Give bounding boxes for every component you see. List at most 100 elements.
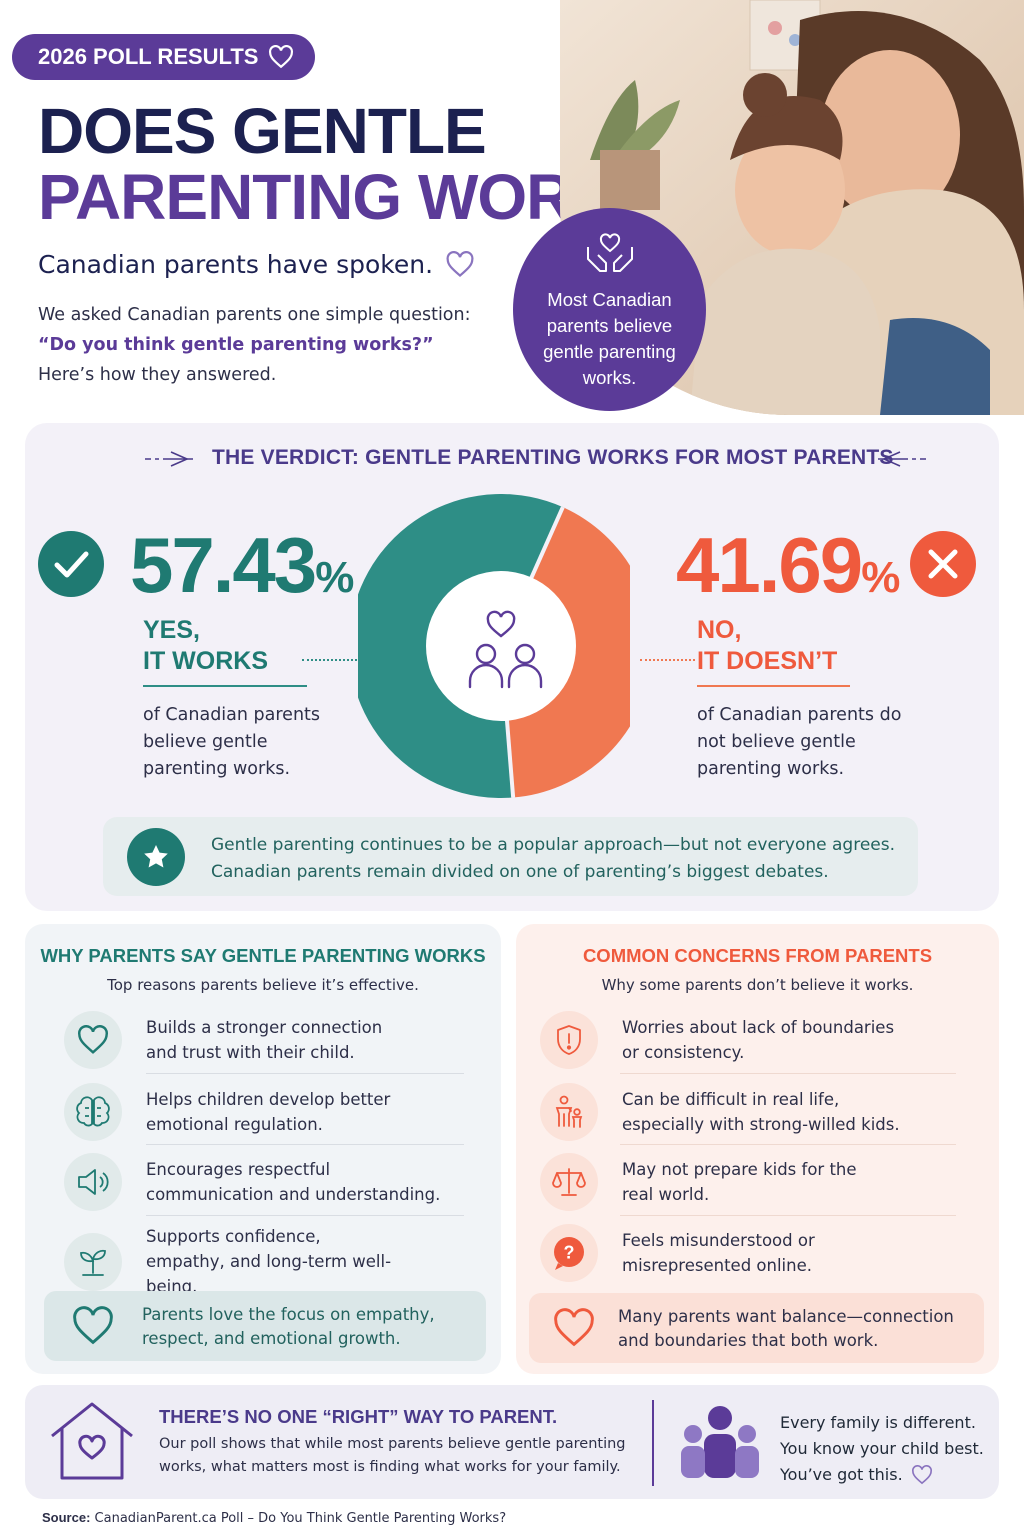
source-line: Source: CanadianParent.ca Poll – Do You …	[42, 1510, 506, 1526]
yes-percent-sign: %	[315, 553, 355, 602]
closing-panel	[25, 1385, 999, 1499]
page-title-line2: PARENTING WORK?	[38, 161, 656, 233]
badge-label: 2026 POLL RESULTS	[38, 44, 259, 69]
no-percent-sign: %	[861, 553, 901, 602]
heart-outline-icon	[446, 251, 474, 278]
no-divider	[697, 685, 850, 687]
divider	[146, 1215, 464, 1216]
shield-alert-icon	[540, 1011, 598, 1069]
donut-center	[426, 571, 576, 721]
svg-text:?: ?	[564, 1243, 575, 1263]
tagline: Canadian parents have spoken.	[38, 250, 475, 279]
family-heart-icon	[468, 610, 543, 689]
parent-child-icon	[540, 1083, 598, 1141]
poll-results-badge: 2026 POLL RESULTS	[12, 34, 315, 80]
arrow-lines-left-icon	[145, 451, 193, 467]
check-icon	[38, 531, 104, 597]
no-connector	[640, 659, 695, 661]
concern-item-text: Can be difficult in real life, especiall…	[622, 1090, 900, 1134]
arrow-lines-right-icon	[878, 451, 926, 467]
yes-connector	[302, 659, 357, 661]
concern-item-text: Worries about lack of boundaries or cons…	[622, 1018, 895, 1062]
concern-item-text: Feels misunderstood or misrepresented on…	[622, 1231, 815, 1275]
concern-item: Worries about lack of boundaries or cons…	[540, 1011, 980, 1069]
closing-text: Our poll shows that while most parents b…	[159, 1436, 626, 1475]
yes-label: YES, IT WORKS	[143, 615, 268, 677]
closing-message: Every family is different. You know your…	[780, 1410, 984, 1488]
why-item-text: Encourages respectful communication and …	[146, 1160, 441, 1204]
why-item: Supports confidence, empathy, and long-t…	[64, 1224, 484, 1299]
home-heart-icon	[51, 1402, 133, 1480]
sprout-icon	[64, 1232, 122, 1291]
yes-description: of Canadian parents believe gentle paren…	[143, 705, 321, 779]
brain-icon	[64, 1083, 122, 1141]
intro-part2: Here’s how they answered.	[38, 365, 277, 385]
why-callout	[44, 1291, 486, 1361]
yes-value: 57.43	[130, 521, 317, 609]
why-item-text: Supports confidence, empathy, and long-t…	[146, 1227, 392, 1296]
concerns-callout	[529, 1293, 984, 1363]
yes-divider	[143, 685, 307, 687]
why-item-text: Builds a stronger connection and trust w…	[146, 1018, 383, 1062]
concern-item-text: May not prepare kids for the real world.	[622, 1160, 857, 1204]
verdict-note-box	[103, 817, 918, 896]
closing-line3: You’ve got this.	[780, 1465, 903, 1484]
scales-icon	[540, 1153, 598, 1211]
concerns-callout-text: Many parents want balance—connection and…	[618, 1307, 954, 1350]
question-bubble-icon: ?	[540, 1224, 598, 1282]
divider	[620, 1073, 956, 1074]
concerns-subtitle: Why some parents don’t believe it works.	[601, 976, 914, 994]
why-item: Helps children develop better emotional …	[64, 1083, 484, 1141]
source-text: CanadianParent.ca Poll – Do You Think Ge…	[90, 1511, 507, 1526]
heart-icon	[64, 1011, 122, 1069]
no-percentage: 41.69%	[676, 525, 900, 618]
tagline-text: Canadian parents have spoken.	[38, 250, 434, 279]
speaker-icon	[64, 1153, 122, 1211]
verdict-note-text: Gentle parenting continues to be a popul…	[211, 835, 895, 882]
intro-paragraph: We asked Canadian parents one simple que…	[38, 300, 488, 390]
concern-item: ? Feels misunderstood or misrepresented …	[540, 1224, 980, 1282]
concerns-title: COMMON CONCERNS FROM PARENTS	[582, 945, 933, 966]
intro-part1: We asked Canadian parents one simple que…	[38, 305, 471, 325]
donut-chart	[358, 494, 630, 798]
divider	[146, 1144, 464, 1145]
why-callout-text: Parents love the focus on empathy, respe…	[142, 1305, 435, 1348]
heart-icon	[73, 1306, 113, 1345]
concern-item: Can be difficult in real life, especiall…	[540, 1083, 980, 1141]
heart-outline-icon	[911, 1465, 932, 1485]
caring-hands-icon	[586, 232, 633, 272]
why-title: WHY PARENTS SAY GENTLE PARENTING WORKS	[40, 945, 486, 966]
why-item: Builds a stronger connection and trust w…	[64, 1011, 484, 1069]
x-icon	[910, 531, 976, 597]
no-label: NO, IT DOESN’T	[697, 615, 837, 677]
closing-title: THERE’S NO ONE “RIGHT” WAY TO PARENT.	[159, 1406, 558, 1427]
heart-icon	[269, 45, 294, 69]
page-title-line1: DOES GENTLE	[38, 95, 487, 167]
summary-bubble: Most Canadian parents believe gentle par…	[513, 208, 706, 411]
mother-child-photo	[560, 0, 1024, 415]
verdict-heading: THE VERDICT: GENTLE PARENTING WORKS FOR …	[212, 446, 894, 469]
intro-question: “Do you think gentle parenting works?”	[38, 335, 434, 355]
divider	[620, 1144, 956, 1145]
divider	[146, 1073, 464, 1074]
closing-line2: You know your child best.	[780, 1439, 984, 1458]
summary-bubble-text: Most Canadian parents believe gentle par…	[543, 288, 676, 388]
yes-label-line1: YES,	[143, 616, 200, 644]
yes-label-line2: IT WORKS	[143, 647, 268, 675]
no-label-line1: NO,	[697, 616, 742, 644]
family-icon	[681, 1406, 759, 1478]
no-description: of Canadian parents do not believe gentl…	[697, 705, 902, 779]
no-value: 41.69	[676, 521, 863, 609]
source-label: Source:	[42, 1510, 91, 1525]
heart-icon	[554, 1308, 594, 1347]
why-item-text: Helps children develop better emotional …	[146, 1090, 391, 1134]
closing-line3-row: You’ve got this.	[780, 1462, 984, 1488]
divider	[620, 1215, 956, 1216]
no-label-line2: IT DOESN’T	[697, 647, 838, 675]
yes-percentage: 57.43%	[130, 525, 354, 618]
why-subtitle: Top reasons parents believe it’s effecti…	[107, 976, 419, 994]
concern-item: May not prepare kids for the real world.	[540, 1153, 980, 1211]
vertical-divider	[652, 1400, 654, 1486]
why-item: Encourages respectful communication and …	[64, 1153, 484, 1211]
star-icon	[127, 828, 185, 886]
